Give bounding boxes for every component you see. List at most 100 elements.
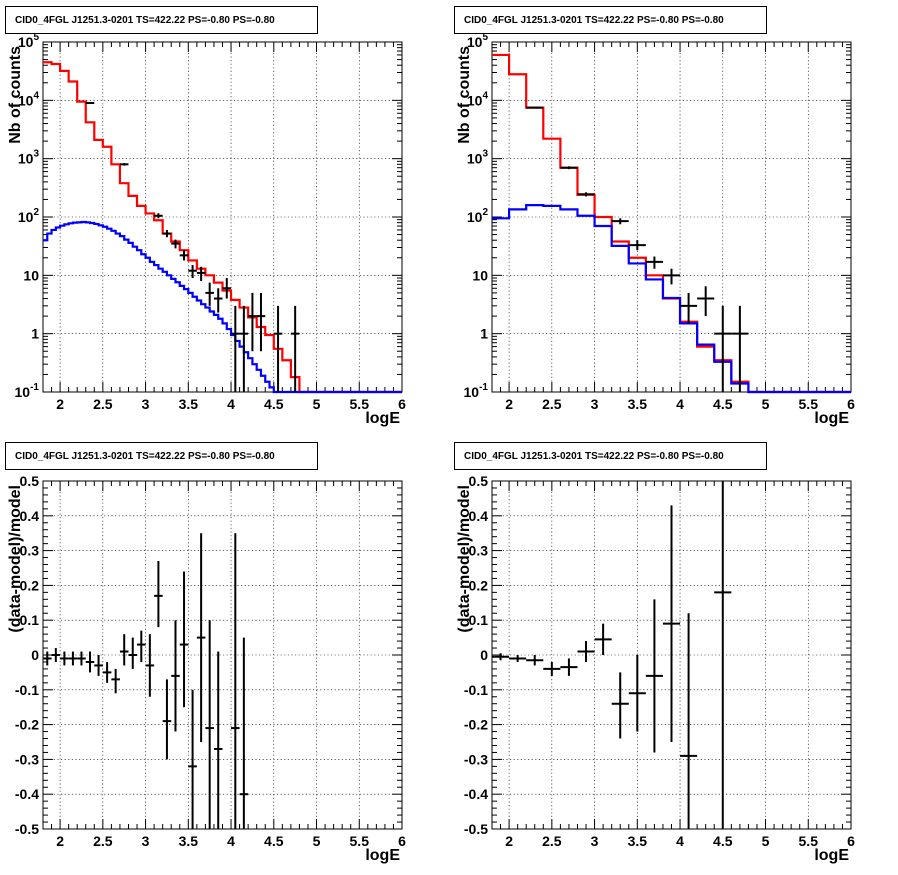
axis-ticks xyxy=(491,480,852,830)
y-tick-label: 102 xyxy=(467,207,489,225)
data-point xyxy=(119,634,129,666)
axis-ticks xyxy=(42,480,403,830)
x-tick-label: 5 xyxy=(762,396,770,412)
data-points xyxy=(492,481,732,829)
data-point xyxy=(68,651,78,666)
x-tick-label: 5.5 xyxy=(350,396,370,412)
data-point xyxy=(714,305,732,392)
data-points xyxy=(85,102,300,392)
x-tick-label: 4 xyxy=(227,833,235,849)
data-point xyxy=(111,668,120,694)
data-point xyxy=(526,106,544,109)
chart-title-box: CID0_4FGL J1251.3-0201 TS=422.22 PS=-0.8… xyxy=(5,6,318,34)
data-points xyxy=(526,106,749,392)
y-tick-label: -0.2 xyxy=(464,717,488,733)
data-point xyxy=(239,305,249,392)
y-axis-label: (data-model)/model xyxy=(7,485,24,633)
y-tick-label: -0.4 xyxy=(464,786,488,802)
y-tick-label: -0.4 xyxy=(15,786,39,802)
x-tick-label: 2 xyxy=(505,833,513,849)
y-tick-label: 10-1 xyxy=(15,382,40,400)
x-tick-label: 4 xyxy=(227,396,235,412)
x-tick-label: 2 xyxy=(56,833,64,849)
data-point xyxy=(43,651,52,666)
x-axis-label: logE xyxy=(814,410,849,427)
chart-title: CID0_4FGL J1251.3-0201 TS=422.22 PS=-0.8… xyxy=(15,15,275,26)
y-tick-label: 105 xyxy=(467,32,489,50)
data-point xyxy=(154,213,163,219)
plot-frame xyxy=(42,41,403,393)
y-tick-label: -0.3 xyxy=(464,751,488,767)
data-point xyxy=(171,620,180,732)
data-point xyxy=(188,265,197,279)
grid xyxy=(43,481,402,829)
title-frame xyxy=(5,442,318,470)
y-tick-label: 0.2 xyxy=(20,577,40,593)
data-point xyxy=(611,672,629,739)
data-point xyxy=(560,658,578,676)
data-point xyxy=(196,266,206,281)
data-point xyxy=(492,653,510,661)
data-point xyxy=(213,288,223,313)
data-point xyxy=(196,533,206,742)
data-point xyxy=(205,282,214,306)
y-tick-label: 0.1 xyxy=(20,612,40,628)
data-point xyxy=(290,305,300,392)
data-point xyxy=(188,689,197,829)
chart-title-box: CID0_4FGL J1251.3-0201 TS=422.22 PS=-0.8… xyxy=(454,6,767,34)
y-tick-label: -0.1 xyxy=(15,682,39,698)
x-tick-label: 3.5 xyxy=(628,396,648,412)
chart-title: CID0_4FGL J1251.3-0201 TS=422.22 PS=-0.8… xyxy=(464,451,724,462)
y-tick-label: 1 xyxy=(480,326,488,342)
data-point xyxy=(171,239,180,249)
x-tick-label: 3 xyxy=(591,396,599,412)
data-point xyxy=(94,655,103,676)
title-frame xyxy=(5,6,318,34)
y-tick-label: 104 xyxy=(467,90,489,108)
x-axis-label: logE xyxy=(365,847,400,864)
data-point xyxy=(137,630,146,662)
chart-panel-2: CID0_4FGL J1251.3-0201 TS=422.22 PS=-0.8… xyxy=(454,6,855,427)
x-tick-label: 2.5 xyxy=(542,833,562,849)
y-axis-label: Nb of counts xyxy=(456,46,473,144)
data-point xyxy=(628,655,646,732)
data-point xyxy=(248,292,257,352)
x-tick-label: 5 xyxy=(313,833,321,849)
x-tick-label: 4.5 xyxy=(264,396,284,412)
y-tick-label: 0.3 xyxy=(20,543,40,559)
x-tick-label: 3.5 xyxy=(628,833,648,849)
series-blue-step xyxy=(43,220,402,394)
data-point xyxy=(154,561,163,628)
title-frame xyxy=(454,442,767,470)
data-point xyxy=(179,571,189,708)
data-point xyxy=(51,648,61,662)
plot-frame xyxy=(491,41,852,393)
data-point xyxy=(731,305,749,392)
y-tick-label: 0.4 xyxy=(20,508,40,524)
x-tick-label: 4 xyxy=(676,833,684,849)
x-tick-label: 3 xyxy=(142,396,150,412)
x-axis-label: logE xyxy=(365,410,400,427)
data-point xyxy=(102,661,112,683)
data-point xyxy=(577,641,595,662)
data-point xyxy=(645,599,663,753)
x-tick-label: 5.5 xyxy=(799,396,819,412)
y-tick-label: 10 xyxy=(472,267,488,283)
y-tick-label: 102 xyxy=(18,207,40,225)
data-point xyxy=(594,623,612,655)
data-point xyxy=(145,634,155,697)
y-tick-label: -0.3 xyxy=(15,751,39,767)
y-tick-label: -0.5 xyxy=(464,821,488,837)
axis-ticks xyxy=(42,42,403,393)
y-tick-label: 1 xyxy=(31,326,39,342)
x-tick-label: 2.5 xyxy=(542,396,562,412)
data-point xyxy=(162,679,172,760)
chart-title: CID0_4FGL J1251.3-0201 TS=422.22 PS=-0.8… xyxy=(464,15,724,26)
x-tick-label: 5 xyxy=(762,833,770,849)
data-point xyxy=(714,481,732,829)
x-tick-label: 3 xyxy=(142,833,150,849)
data-point xyxy=(628,240,646,251)
data-points xyxy=(43,533,249,829)
data-point xyxy=(662,268,681,285)
